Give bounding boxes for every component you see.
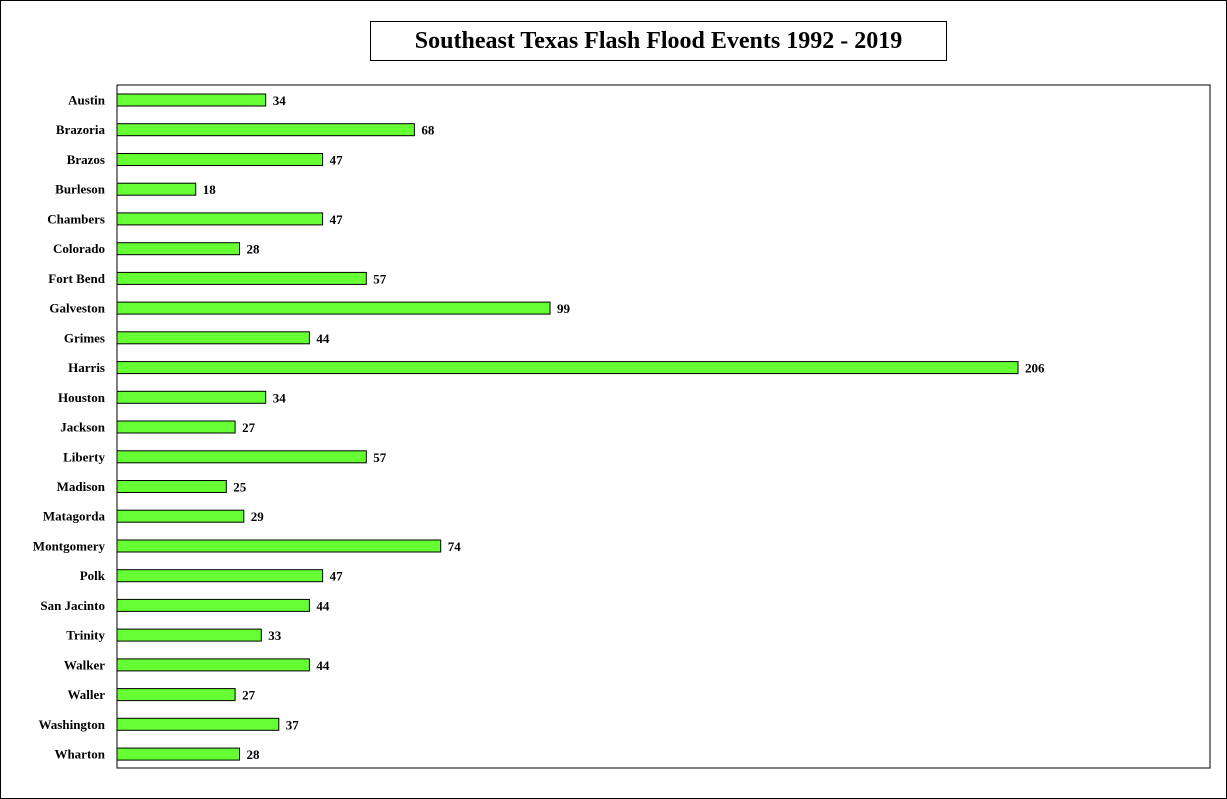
value-label-madison: 25: [233, 480, 247, 495]
category-label-jackson: Jackson: [60, 420, 106, 435]
value-label-fort-bend: 57: [373, 271, 387, 286]
value-label-polk: 47: [330, 569, 344, 584]
category-label-waller: Waller: [67, 687, 105, 702]
value-label-montgomery: 74: [448, 539, 462, 554]
category-label-washington: Washington: [39, 717, 106, 732]
value-label-grimes: 44: [316, 331, 330, 346]
category-label-brazos: Brazos: [67, 152, 105, 167]
category-label-houston: Houston: [58, 390, 106, 405]
category-label-burleson: Burleson: [55, 182, 106, 197]
category-label-fort-bend: Fort Bend: [48, 271, 105, 286]
category-label-chambers: Chambers: [47, 211, 105, 226]
value-label-wharton: 28: [247, 747, 261, 762]
bar-jackson: [116, 420, 236, 434]
category-label-liberty: Liberty: [63, 449, 105, 464]
bar-waller: [116, 688, 236, 702]
value-label-colorado: 28: [247, 242, 261, 257]
bars-layer: [116, 93, 1019, 761]
value-label-walker: 44: [316, 658, 330, 673]
bar-harris: [116, 361, 1019, 375]
value-label-trinity: 33: [268, 628, 282, 643]
category-label-colorado: Colorado: [53, 241, 105, 256]
value-label-san-jacinto: 44: [316, 598, 330, 613]
value-labels: 3468471847285799442063427572529744744334…: [203, 93, 1045, 762]
value-label-houston: 34: [273, 390, 287, 405]
value-label-waller: 27: [242, 688, 256, 703]
category-label-grimes: Grimes: [64, 330, 105, 345]
category-label-matagorda: Matagorda: [43, 509, 106, 524]
bar-madison: [116, 480, 227, 493]
value-label-galveston: 99: [557, 301, 571, 316]
value-label-washington: 37: [286, 717, 300, 732]
category-label-galveston: Galveston: [49, 301, 105, 316]
bar-grimes: [116, 331, 310, 345]
value-label-burleson: 18: [203, 182, 217, 197]
bar-trinity: [116, 628, 262, 642]
category-label-wharton: Wharton: [54, 747, 105, 762]
bar-matagorda: [116, 509, 245, 523]
bar-brazos: [116, 153, 324, 166]
value-label-brazos: 47: [330, 153, 344, 168]
bar-austin: [116, 93, 267, 107]
bar-montgomery: [116, 539, 442, 553]
value-label-harris: 206: [1025, 361, 1045, 376]
category-label-montgomery: Montgomery: [33, 539, 106, 554]
category-label-austin: Austin: [68, 93, 106, 108]
category-label-harris: Harris: [68, 360, 105, 375]
bar-wharton: [116, 747, 240, 761]
value-label-matagorda: 29: [251, 509, 264, 524]
category-label-san-jacinto: San Jacinto: [40, 598, 105, 613]
bar-polk: [116, 569, 324, 583]
category-labels: Austin Brazoria Brazos Burleson Chambers Colo…: [33, 93, 106, 762]
category-label-trinity: Trinity: [66, 628, 105, 643]
bar-walker: [116, 658, 310, 672]
bar-san-jacinto: [116, 598, 310, 612]
bar-brazoria: [116, 123, 415, 137]
bar-burleson: [116, 182, 197, 196]
bar-colorado: [116, 242, 240, 256]
bar-washington: [116, 717, 280, 731]
category-label-brazoria: Brazoria: [56, 122, 106, 137]
chart-title: Southeast Texas Flash Flood Events 1992 …: [370, 21, 947, 61]
value-label-jackson: 27: [242, 420, 256, 435]
bar-chambers: [116, 212, 324, 226]
category-label-madison: Madison: [57, 479, 106, 494]
bar-fort-bend: [116, 271, 367, 285]
bar-liberty: [116, 450, 367, 464]
value-label-liberty: 57: [373, 450, 387, 465]
category-label-walker: Walker: [64, 657, 105, 672]
bar-houston: [116, 390, 267, 404]
value-label-brazoria: 68: [421, 123, 435, 138]
value-label-chambers: 47: [330, 212, 344, 227]
category-label-polk: Polk: [80, 568, 106, 583]
value-label-austin: 34: [273, 93, 287, 108]
bar-galveston: [116, 301, 551, 315]
